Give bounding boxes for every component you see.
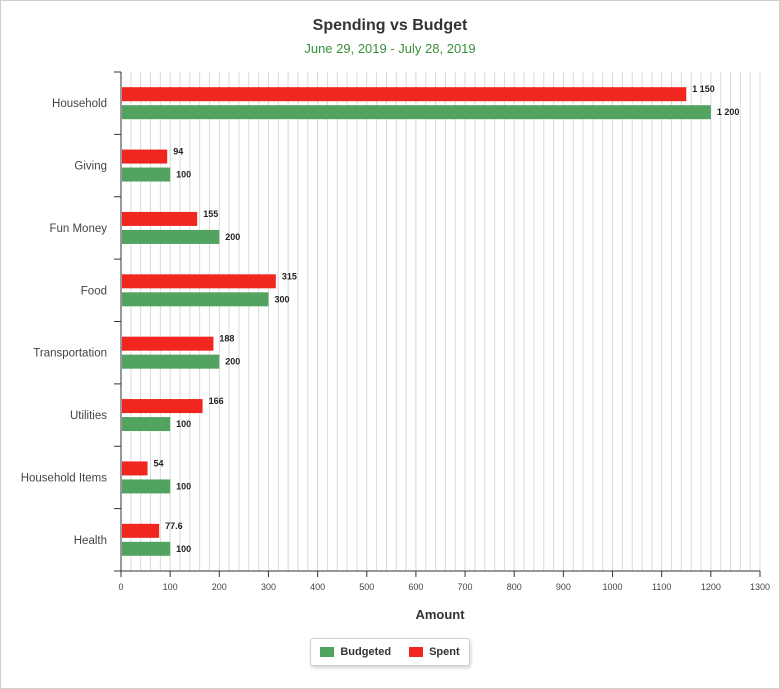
x-tick-label: 1300 (750, 582, 770, 592)
category-label: Household (52, 98, 107, 110)
chart-subtitle: June 29, 2019 - July 28, 2019 (304, 41, 476, 56)
legend-label-spent: Spent (429, 646, 460, 658)
legend-label-budgeted: Budgeted (340, 646, 392, 658)
x-tick-label: 300 (261, 582, 276, 592)
x-tick-label: 400 (310, 582, 325, 592)
category-label: Giving (74, 161, 107, 173)
budgeted-bar[interactable] (122, 541, 171, 556)
spent-bar[interactable] (122, 336, 214, 351)
budgeted-value-label: 100 (176, 544, 191, 554)
category-label: Household Items (21, 472, 108, 484)
budgeted-value-label: 100 (176, 481, 191, 491)
budgeted-value-label: 100 (176, 419, 191, 429)
grid-lines (130, 72, 761, 571)
spent-value-label: 188 (219, 334, 234, 344)
category-label: Transportation (33, 348, 107, 360)
spent-bar[interactable] (122, 523, 160, 538)
spent-bar[interactable] (122, 399, 203, 414)
category-label: Health (74, 535, 107, 547)
budgeted-value-label: 200 (225, 232, 240, 242)
budgeted-value-label: 100 (176, 170, 191, 180)
budgeted-value-label: 1 200 (717, 107, 740, 117)
spent-value-label: 54 (154, 458, 164, 468)
spent-bar[interactable] (122, 274, 276, 289)
x-tick-label: 1100 (652, 582, 671, 592)
category-label: Utilities (70, 410, 107, 422)
budgeted-bar[interactable] (122, 354, 220, 369)
spent-value-label: 1 150 (692, 84, 715, 94)
spent-value-label: 155 (203, 209, 218, 219)
x-tick-label: 800 (507, 582, 522, 592)
budgeted-bar[interactable] (122, 167, 171, 182)
x-tick-label: 700 (458, 582, 473, 592)
spent-value-label: 94 (173, 147, 183, 157)
budgeted-bar[interactable] (122, 229, 220, 244)
budgeted-bar[interactable] (122, 292, 269, 307)
x-tick-label: 200 (212, 582, 227, 592)
spent-bar[interactable] (122, 149, 168, 164)
legend-item-spent[interactable]: Spent (409, 646, 460, 658)
spent-bar[interactable] (122, 211, 198, 226)
spent-bar[interactable] (122, 87, 687, 102)
axes: 0 100 200 300 400 500 600 700 800 900 1000 1100 1200… (114, 71, 770, 592)
legend: Budgeted Spent (310, 638, 470, 666)
legend-swatch-budgeted (320, 647, 335, 657)
budgeted-bar[interactable] (122, 479, 171, 494)
budgeted-bar[interactable] (122, 417, 171, 432)
spent-bar[interactable] (122, 461, 148, 476)
spent-value-label: 77.6 (165, 521, 183, 531)
x-tick-label: 1200 (701, 582, 721, 592)
x-tick-label: 900 (556, 582, 571, 592)
spent-value-label: 166 (209, 396, 224, 406)
category-label: Food (81, 285, 107, 297)
x-tick-label: 600 (408, 582, 423, 592)
budgeted-value-label: 300 (274, 294, 289, 304)
x-axis-label: Amount (415, 607, 465, 622)
legend-swatch-spent (409, 647, 424, 657)
category-label: Fun Money (49, 223, 107, 235)
x-tick-label: 0 (118, 582, 123, 592)
chart-title: Spending vs Budget (312, 17, 468, 34)
spent-value-label: 315 (282, 271, 297, 281)
bars (122, 87, 711, 556)
budgeted-bar[interactable] (122, 105, 711, 120)
budgeted-value-label: 200 (225, 357, 240, 367)
x-tick-label: 500 (359, 582, 374, 592)
x-tick-label: 1000 (603, 582, 623, 592)
x-tick-label: 100 (163, 582, 178, 592)
legend-item-budgeted[interactable]: Budgeted (320, 646, 391, 658)
labels: Household Giving Fun Money Food Transportati… (21, 84, 740, 554)
